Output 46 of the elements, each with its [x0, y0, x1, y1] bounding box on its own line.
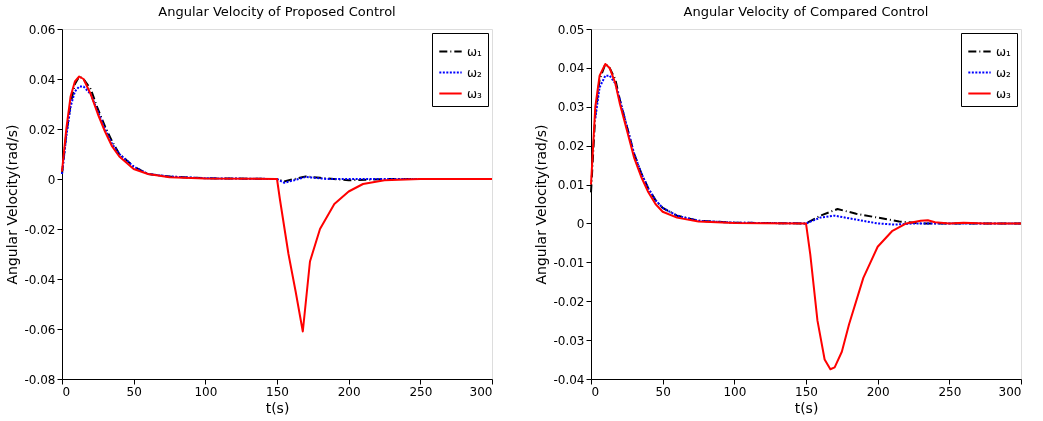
legend-label: ω₂	[996, 65, 1012, 80]
legend-label: ω₃	[996, 86, 1012, 101]
x-tick-label: 0	[591, 384, 600, 399]
y-tick-label: 0.02	[557, 139, 585, 154]
y-tick-label: -0.01	[553, 255, 585, 270]
x-tick-label: 300	[998, 384, 1022, 399]
y-tick-label: -0.08	[24, 372, 56, 387]
legend-label: ω₃	[467, 86, 483, 101]
legend-label: ω₁	[996, 44, 1012, 59]
legend-label: ω₂	[467, 65, 483, 80]
chart-title: Angular Velocity of Proposed Control	[158, 4, 396, 19]
line-series	[590, 63, 1022, 371]
y-tick-label: 0.03	[557, 100, 585, 115]
y-tick-label: -0.04	[24, 272, 56, 287]
y-tick-label: -0.06	[24, 322, 56, 337]
y-tick-label: 0	[576, 216, 585, 231]
line-series	[61, 75, 493, 333]
y-tick-label: -0.03	[553, 333, 585, 348]
x-tick-label: 0	[62, 384, 71, 399]
x-tick-label: 250	[938, 384, 962, 399]
y-tick-label: 0.06	[28, 22, 56, 37]
y-tick-label: 0.04	[557, 61, 585, 76]
y-axis-title: Angular Velocity(rad/s)	[533, 124, 550, 285]
y-tick-label: -0.02	[24, 222, 56, 237]
y-tick-label: 0.05	[557, 22, 585, 37]
y-tick-label: 0	[47, 172, 56, 187]
y-tick-label: -0.04	[553, 372, 585, 387]
x-tick-label: 100	[723, 384, 747, 399]
x-tick-label: 200	[337, 384, 361, 399]
x-axis-title: t(s)	[794, 399, 819, 416]
x-tick-label: 200	[866, 384, 890, 399]
y-tick-label: 0.04	[28, 72, 56, 87]
x-axis-title: t(s)	[265, 399, 290, 416]
y-tick-label: 0.01	[557, 178, 585, 193]
legend-label: ω₁	[467, 44, 483, 59]
x-tick-label: 50	[126, 384, 142, 399]
y-tick-label: 0.02	[28, 122, 56, 137]
x-tick-label: 150	[266, 384, 289, 399]
x-tick-label: 50	[655, 384, 671, 399]
x-tick-label: 100	[194, 384, 218, 399]
x-tick-label: 250	[409, 384, 433, 399]
y-tick-label: -0.02	[553, 294, 585, 309]
y-axis-title: Angular Velocity(rad/s)	[4, 124, 21, 285]
chart-title: Angular Velocity of Compared Control	[683, 4, 929, 19]
x-tick-label: 150	[795, 384, 818, 399]
x-tick-label: 300	[469, 384, 493, 399]
